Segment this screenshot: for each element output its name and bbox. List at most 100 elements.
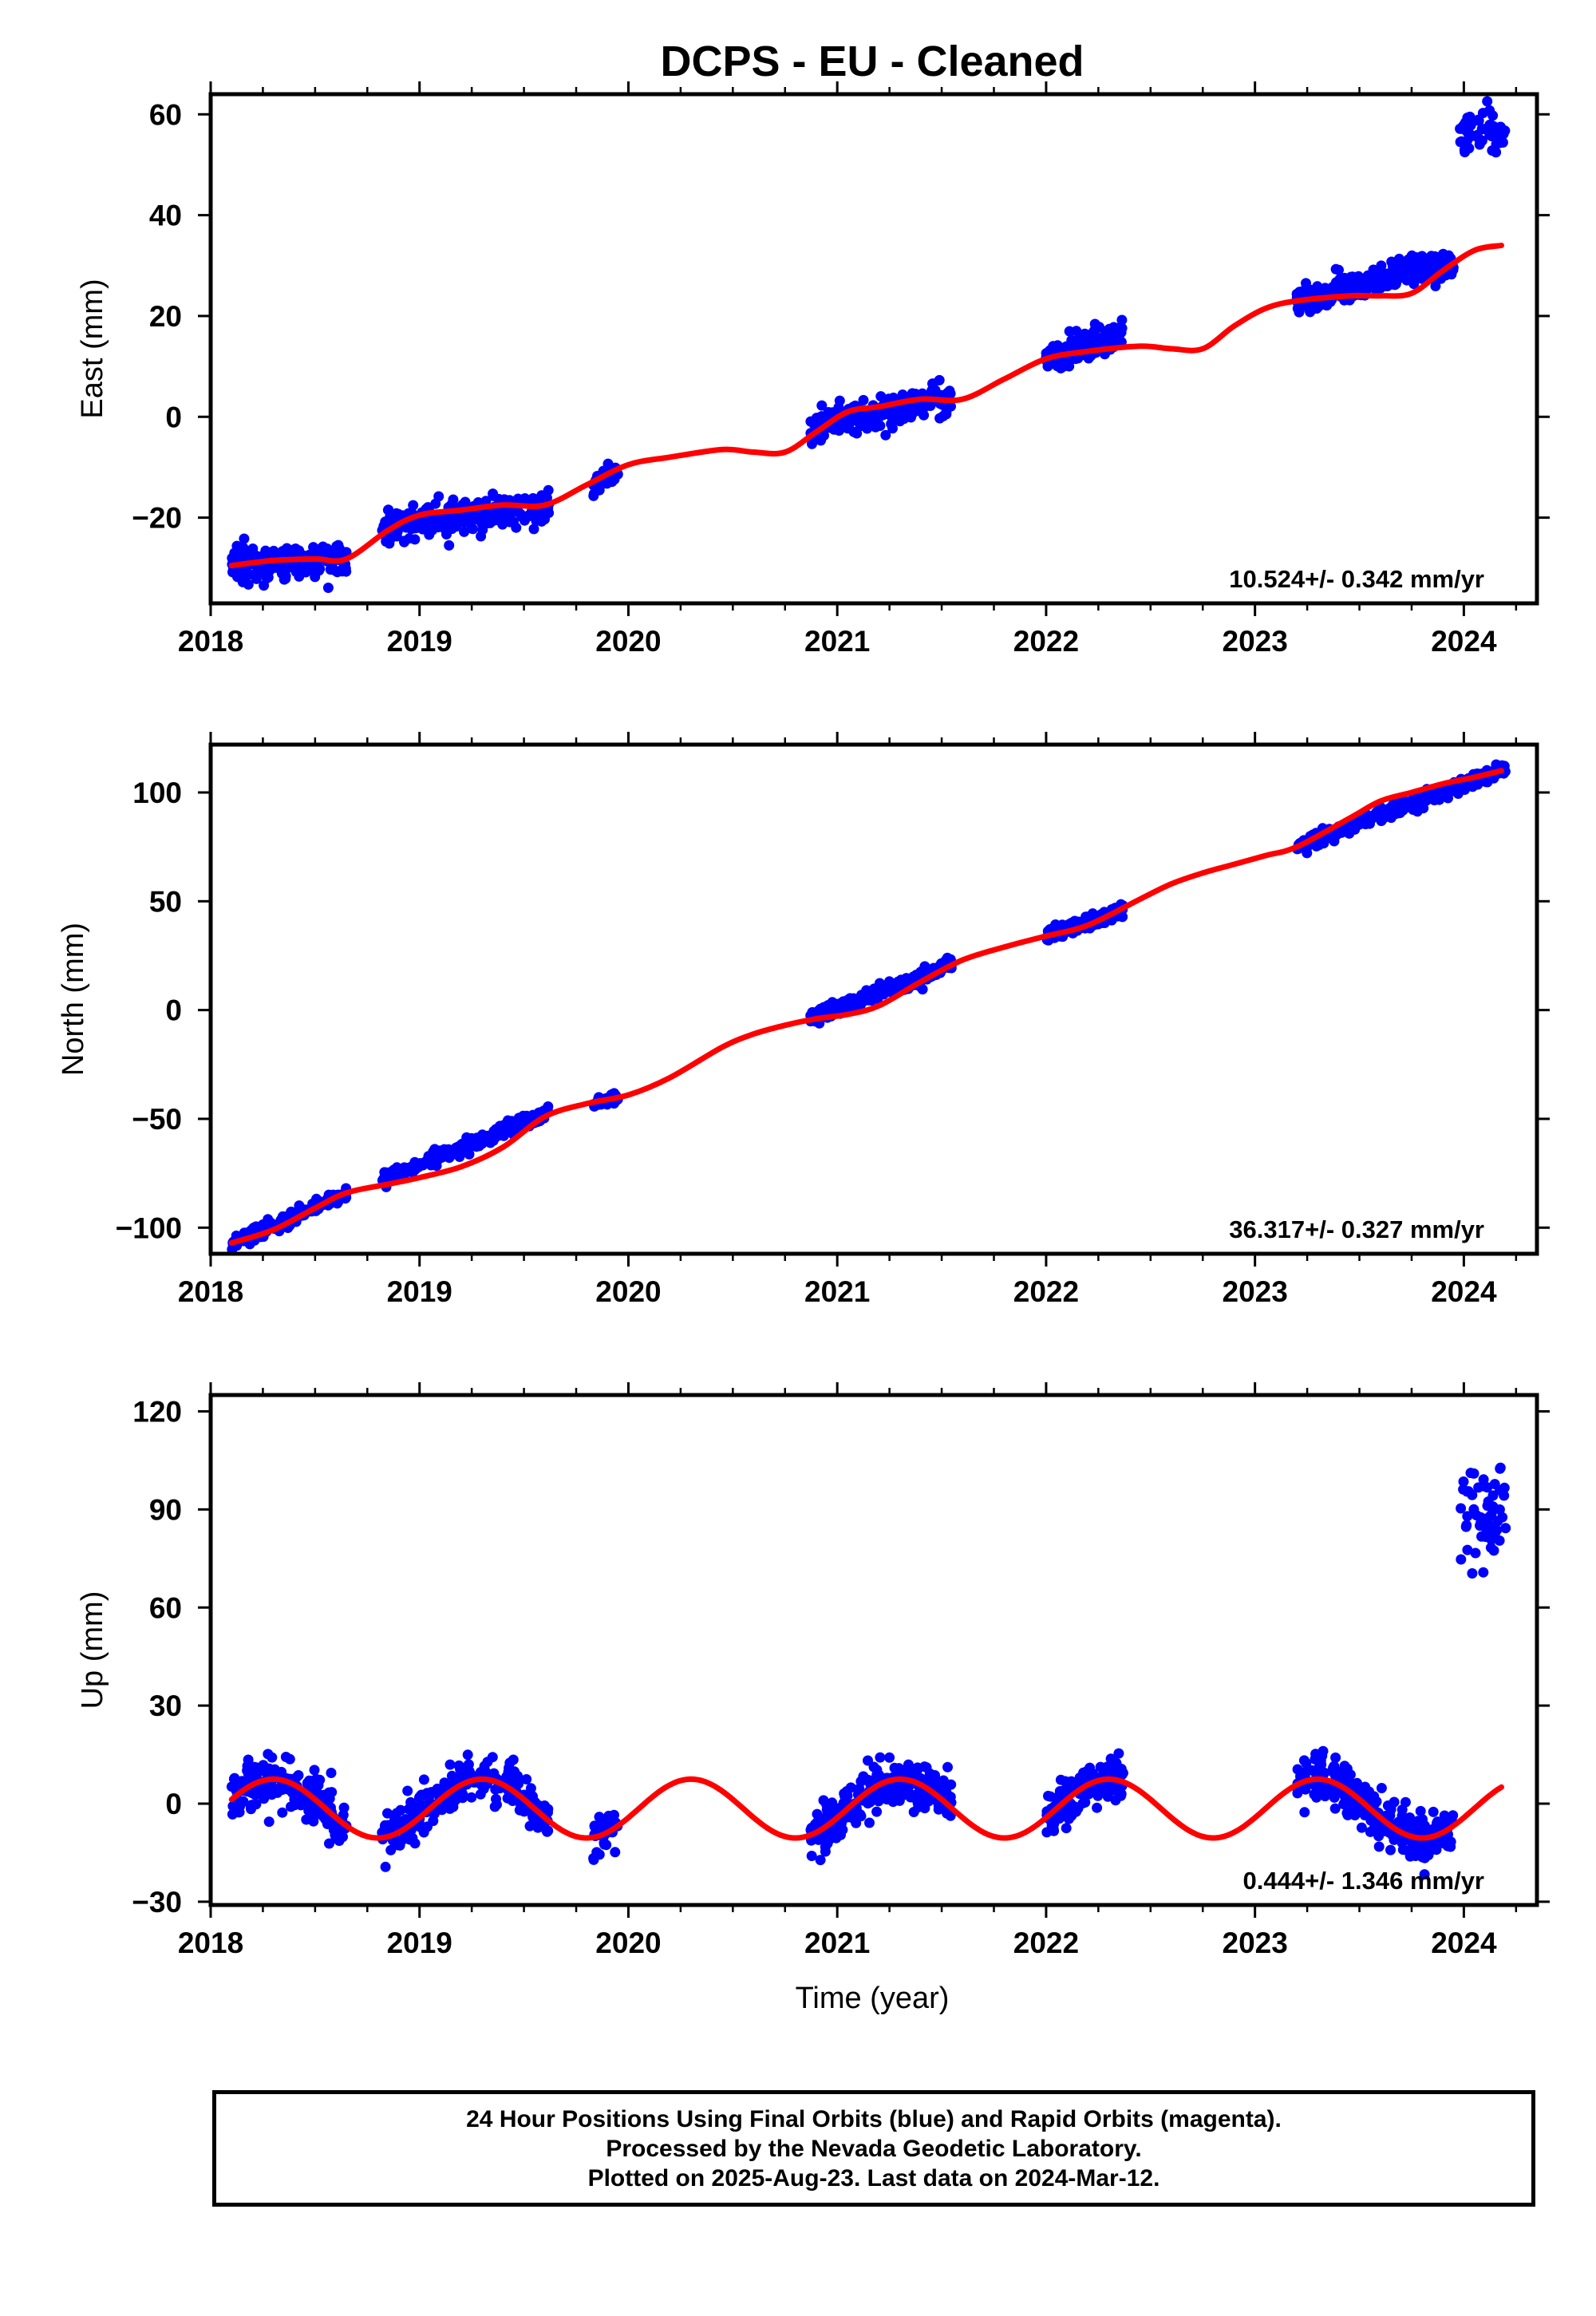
up-data-point — [524, 1820, 535, 1832]
up-data-point — [453, 1792, 464, 1803]
north-x-tick-label: 2018 — [178, 1275, 243, 1308]
east-data-point — [1301, 278, 1311, 289]
up-data-point — [1456, 1554, 1467, 1565]
east-data-point — [1461, 124, 1472, 136]
up-data-point — [1473, 1482, 1484, 1493]
up-data-point — [1080, 1796, 1091, 1808]
up-data-point — [938, 1775, 949, 1786]
up-data-point — [1467, 1489, 1478, 1500]
up-data-point — [884, 1752, 895, 1763]
up-data-point — [1102, 1761, 1112, 1773]
up-rate-label: 0.444+/- 1.346 mm/yr — [1243, 1867, 1484, 1895]
up-data-point — [912, 1764, 923, 1775]
up-data-point — [539, 1803, 550, 1814]
up-data-point — [418, 1774, 429, 1785]
east-data-point — [816, 400, 828, 411]
up-data-point — [864, 1817, 875, 1828]
up-data-point — [942, 1808, 953, 1819]
east-x-tick-label: 2020 — [595, 625, 661, 658]
north-data-point — [882, 984, 893, 995]
east-data-point — [870, 421, 881, 433]
up-data-point — [289, 1800, 300, 1811]
east-x-tick-label: 2022 — [1013, 625, 1079, 658]
up-data-point — [272, 1787, 283, 1798]
up-data-point — [234, 1807, 245, 1818]
up-data-point — [1298, 1755, 1310, 1766]
up-data-point — [1428, 1806, 1439, 1817]
east-data-point — [239, 533, 250, 544]
north-data-point — [444, 1151, 455, 1162]
up-data-point — [1419, 1869, 1430, 1880]
up-data-point — [509, 1766, 520, 1777]
up-data-point — [543, 1825, 554, 1836]
up-data-point — [507, 1794, 518, 1805]
up-data-point — [229, 1773, 240, 1784]
east-data-point — [1477, 108, 1488, 119]
up-data-point — [521, 1774, 532, 1784]
east-data-point — [887, 407, 898, 418]
east-data-point — [1371, 276, 1382, 287]
north-y-tick-label: 50 — [149, 885, 182, 918]
up-data-point — [1299, 1807, 1310, 1818]
up-data-point — [1494, 1535, 1505, 1546]
up-data-point — [259, 1793, 270, 1804]
up-data-point — [1113, 1748, 1124, 1759]
up-data-point — [533, 1816, 544, 1827]
up-data-point — [309, 1811, 319, 1822]
up-data-point — [380, 1861, 391, 1872]
north-data-point — [828, 1005, 839, 1015]
north-data-point — [498, 1128, 509, 1139]
east-x-tick-label: 2024 — [1431, 625, 1497, 658]
up-data-point — [1470, 1547, 1481, 1559]
up-data-point — [318, 1789, 330, 1800]
north-data-point — [1377, 815, 1387, 826]
up-data-point — [1349, 1801, 1359, 1812]
north-data-point — [429, 1147, 440, 1158]
east-data-point — [322, 583, 334, 593]
east-data-point — [1312, 281, 1323, 292]
east-data-point — [448, 500, 458, 511]
up-data-point — [1393, 1816, 1404, 1828]
east-data-point — [805, 416, 816, 427]
up-data-point — [1329, 1803, 1341, 1814]
east-data-point — [1408, 279, 1420, 290]
east-data-point — [476, 531, 487, 542]
up-data-point — [1116, 1790, 1127, 1801]
east-data-point — [333, 539, 344, 551]
up-data-point — [382, 1822, 393, 1833]
figure-title: DCPS - EU - Cleaned — [660, 38, 1084, 85]
east-data-point — [896, 409, 907, 421]
north-y-tick-label: −100 — [116, 1211, 182, 1244]
up-y-tick-label: 90 — [149, 1493, 182, 1526]
up-data-point — [1055, 1774, 1066, 1785]
up-data-point — [453, 1760, 464, 1771]
up-y-tick-label: 30 — [149, 1690, 182, 1722]
up-data-point — [1486, 1509, 1497, 1520]
up-data-point — [1417, 1850, 1428, 1861]
north-x-tick-label: 2023 — [1223, 1275, 1288, 1308]
up-data-point — [1385, 1844, 1396, 1856]
north-data-point — [820, 1002, 832, 1013]
up-data-point — [912, 1797, 923, 1808]
up-x-tick-label: 2020 — [595, 1927, 661, 1959]
north-x-tick-label: 2019 — [387, 1275, 452, 1308]
up-data-point — [868, 1791, 879, 1802]
north-data-point — [1407, 795, 1418, 806]
up-data-point — [1364, 1786, 1374, 1797]
x-axis-label: Time (year) — [796, 1982, 950, 2015]
east-data-point — [1330, 263, 1341, 275]
up-frame — [208, 1393, 1539, 1907]
up-data-point — [918, 1788, 929, 1799]
east-data-point — [1443, 250, 1454, 261]
east-data-point — [1460, 147, 1471, 158]
east-data-point — [312, 559, 322, 571]
east-data-point — [1297, 288, 1308, 299]
east-data-point — [302, 561, 314, 572]
up-data-point — [304, 1778, 314, 1789]
up-data-point — [1330, 1752, 1341, 1763]
east-data-point — [1473, 115, 1484, 126]
north-y-tick-label: −50 — [132, 1103, 182, 1136]
north-data-point — [439, 1144, 450, 1155]
up-data-point — [602, 1817, 613, 1828]
north-x-tick-label: 2021 — [804, 1275, 870, 1308]
